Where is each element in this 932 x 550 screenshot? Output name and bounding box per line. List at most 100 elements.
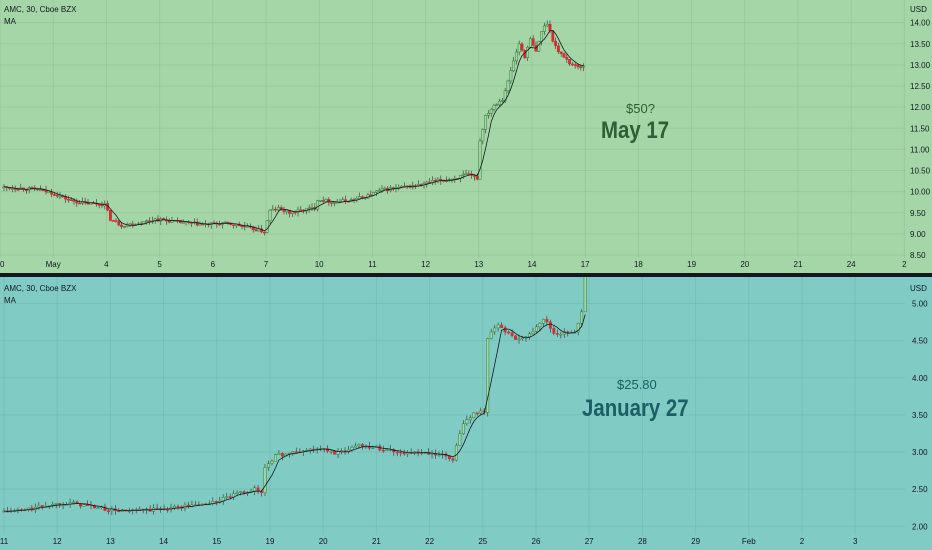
candle-body xyxy=(381,449,385,452)
candle-body xyxy=(308,448,312,451)
y-tick-label: 10.00 xyxy=(910,188,931,197)
candle-body xyxy=(484,115,488,130)
candle-body xyxy=(512,60,516,72)
candle-body xyxy=(555,333,559,335)
candle-body xyxy=(468,417,472,420)
x-tick-label: 21 xyxy=(794,260,803,269)
candle-body xyxy=(100,204,104,207)
candle-body xyxy=(273,454,277,462)
moving-average-line xyxy=(3,30,584,232)
candle-body xyxy=(239,491,243,493)
candle-body xyxy=(299,209,303,212)
candle-body xyxy=(526,46,530,58)
candle-body xyxy=(276,207,280,211)
chart-panel-january: 5.00 4.50 4.00 3.50 3.00 2.50 2.00 11 12 13 14 15 19… xyxy=(0,277,932,550)
candle-body xyxy=(251,226,255,230)
candle-body xyxy=(254,229,258,232)
candle-body xyxy=(531,331,535,335)
y-tick-label: 4.50 xyxy=(912,337,928,346)
candle-body xyxy=(256,487,260,492)
x-tick-label: 14 xyxy=(159,537,168,546)
candle-body xyxy=(461,423,465,434)
x-tick-label: 22 xyxy=(425,537,434,546)
candle-body xyxy=(371,447,375,449)
candlestick-chart-may: 14.00 13.50 13.00 12.50 12.00 11.50 11.00 10.50… xyxy=(0,0,931,269)
candle-body xyxy=(383,187,387,190)
candle-body xyxy=(120,224,124,228)
y-tick-label: 8.50 xyxy=(910,251,926,260)
candle-body xyxy=(472,175,476,177)
candle-body xyxy=(145,220,149,222)
candle-body xyxy=(520,43,524,51)
candle-body xyxy=(253,487,257,492)
candle-body xyxy=(26,507,30,511)
currency-label: USD xyxy=(910,5,927,14)
y-tick-label: 3.00 xyxy=(912,448,928,457)
candle-body xyxy=(103,506,107,512)
candle-body xyxy=(111,220,115,222)
x-tick-label: 26 xyxy=(532,537,541,546)
candlestick-chart-january: 5.00 4.50 4.00 3.50 3.00 2.50 2.00 11 12 13 14 15 19… xyxy=(0,277,928,546)
candle-body xyxy=(267,463,270,468)
candle-body xyxy=(243,225,247,228)
y-tick-label: 14.00 xyxy=(910,19,931,28)
candle-body xyxy=(291,451,295,454)
y-tick-label: 4.00 xyxy=(912,374,928,383)
candle-body xyxy=(521,337,524,340)
candle-body xyxy=(548,321,552,329)
candle-body xyxy=(2,510,6,513)
candle-body xyxy=(330,202,334,204)
date-annotation: January 27 xyxy=(582,395,689,422)
candle-body xyxy=(500,324,504,328)
candle-body xyxy=(583,277,587,313)
candle-body xyxy=(580,311,584,324)
candle-body xyxy=(537,41,541,52)
candle-body xyxy=(40,505,44,508)
candle-body xyxy=(454,445,458,461)
candle-body xyxy=(576,64,580,68)
candle-body xyxy=(246,225,250,228)
candle-body xyxy=(96,507,100,510)
x-tick-label: 2 xyxy=(800,537,805,546)
candle-body xyxy=(451,458,455,461)
candle-body xyxy=(225,496,229,498)
candle-body xyxy=(72,199,76,202)
candle-body xyxy=(510,332,514,337)
candle-body xyxy=(166,509,170,511)
candle-body xyxy=(380,188,384,191)
candle-body xyxy=(265,220,269,233)
x-tick-label: 30 xyxy=(0,260,5,269)
x-tick-label: 19 xyxy=(687,260,696,269)
candle-body xyxy=(486,338,490,413)
candle-body xyxy=(374,190,378,193)
y-tick-label: 11.00 xyxy=(910,145,930,154)
candle-body xyxy=(336,451,340,455)
candle-body xyxy=(498,100,502,105)
candle-body xyxy=(447,455,451,459)
candle-body xyxy=(541,319,545,324)
candle-body xyxy=(562,53,566,58)
candle-body xyxy=(195,221,199,226)
candle-body xyxy=(489,109,493,114)
x-tick-label: 17 xyxy=(581,260,590,269)
x-tick-label: 6 xyxy=(211,260,216,269)
candle-body xyxy=(128,223,132,226)
candle-body xyxy=(475,412,479,415)
candle-body xyxy=(52,194,56,196)
candle-body xyxy=(228,496,232,498)
candle-body xyxy=(280,453,284,457)
candle-body xyxy=(270,460,274,464)
x-tick-label: 5 xyxy=(157,260,162,269)
candle-body xyxy=(369,194,373,197)
candle-body xyxy=(565,57,569,60)
candle-body xyxy=(360,196,364,198)
candle-body xyxy=(534,326,538,332)
candle-body xyxy=(582,65,586,68)
candle-body xyxy=(433,180,437,182)
x-tick-label: 15 xyxy=(212,537,221,546)
candle-body xyxy=(321,200,325,202)
x-tick-label: 7 xyxy=(264,260,269,269)
x-tick-label: 27 xyxy=(585,537,594,546)
x-tick-label: 11 xyxy=(0,537,9,546)
candle-body xyxy=(324,199,328,202)
